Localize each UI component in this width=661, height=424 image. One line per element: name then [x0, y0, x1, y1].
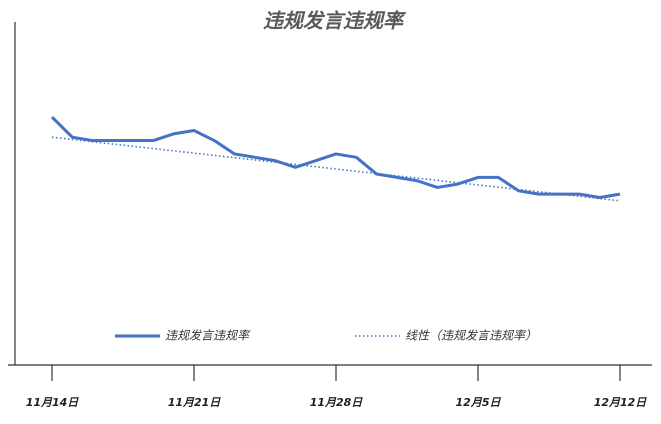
x-tick-label: 11月28日 — [310, 396, 364, 409]
x-tick-label: 12月5日 — [456, 396, 502, 409]
legend-label: 线性（违规发言违规率） — [405, 329, 537, 343]
x-tick-label: 11月14日 — [26, 396, 80, 409]
x-tick-label: 11月21日 — [168, 396, 222, 409]
legend-label: 违规发言违规率 — [165, 329, 251, 343]
x-tick-label: 12月12日 — [594, 396, 648, 409]
data-line — [50, 116, 621, 199]
trend-line — [51, 136, 621, 202]
chart-title: 违规发言违规率 — [263, 9, 407, 33]
